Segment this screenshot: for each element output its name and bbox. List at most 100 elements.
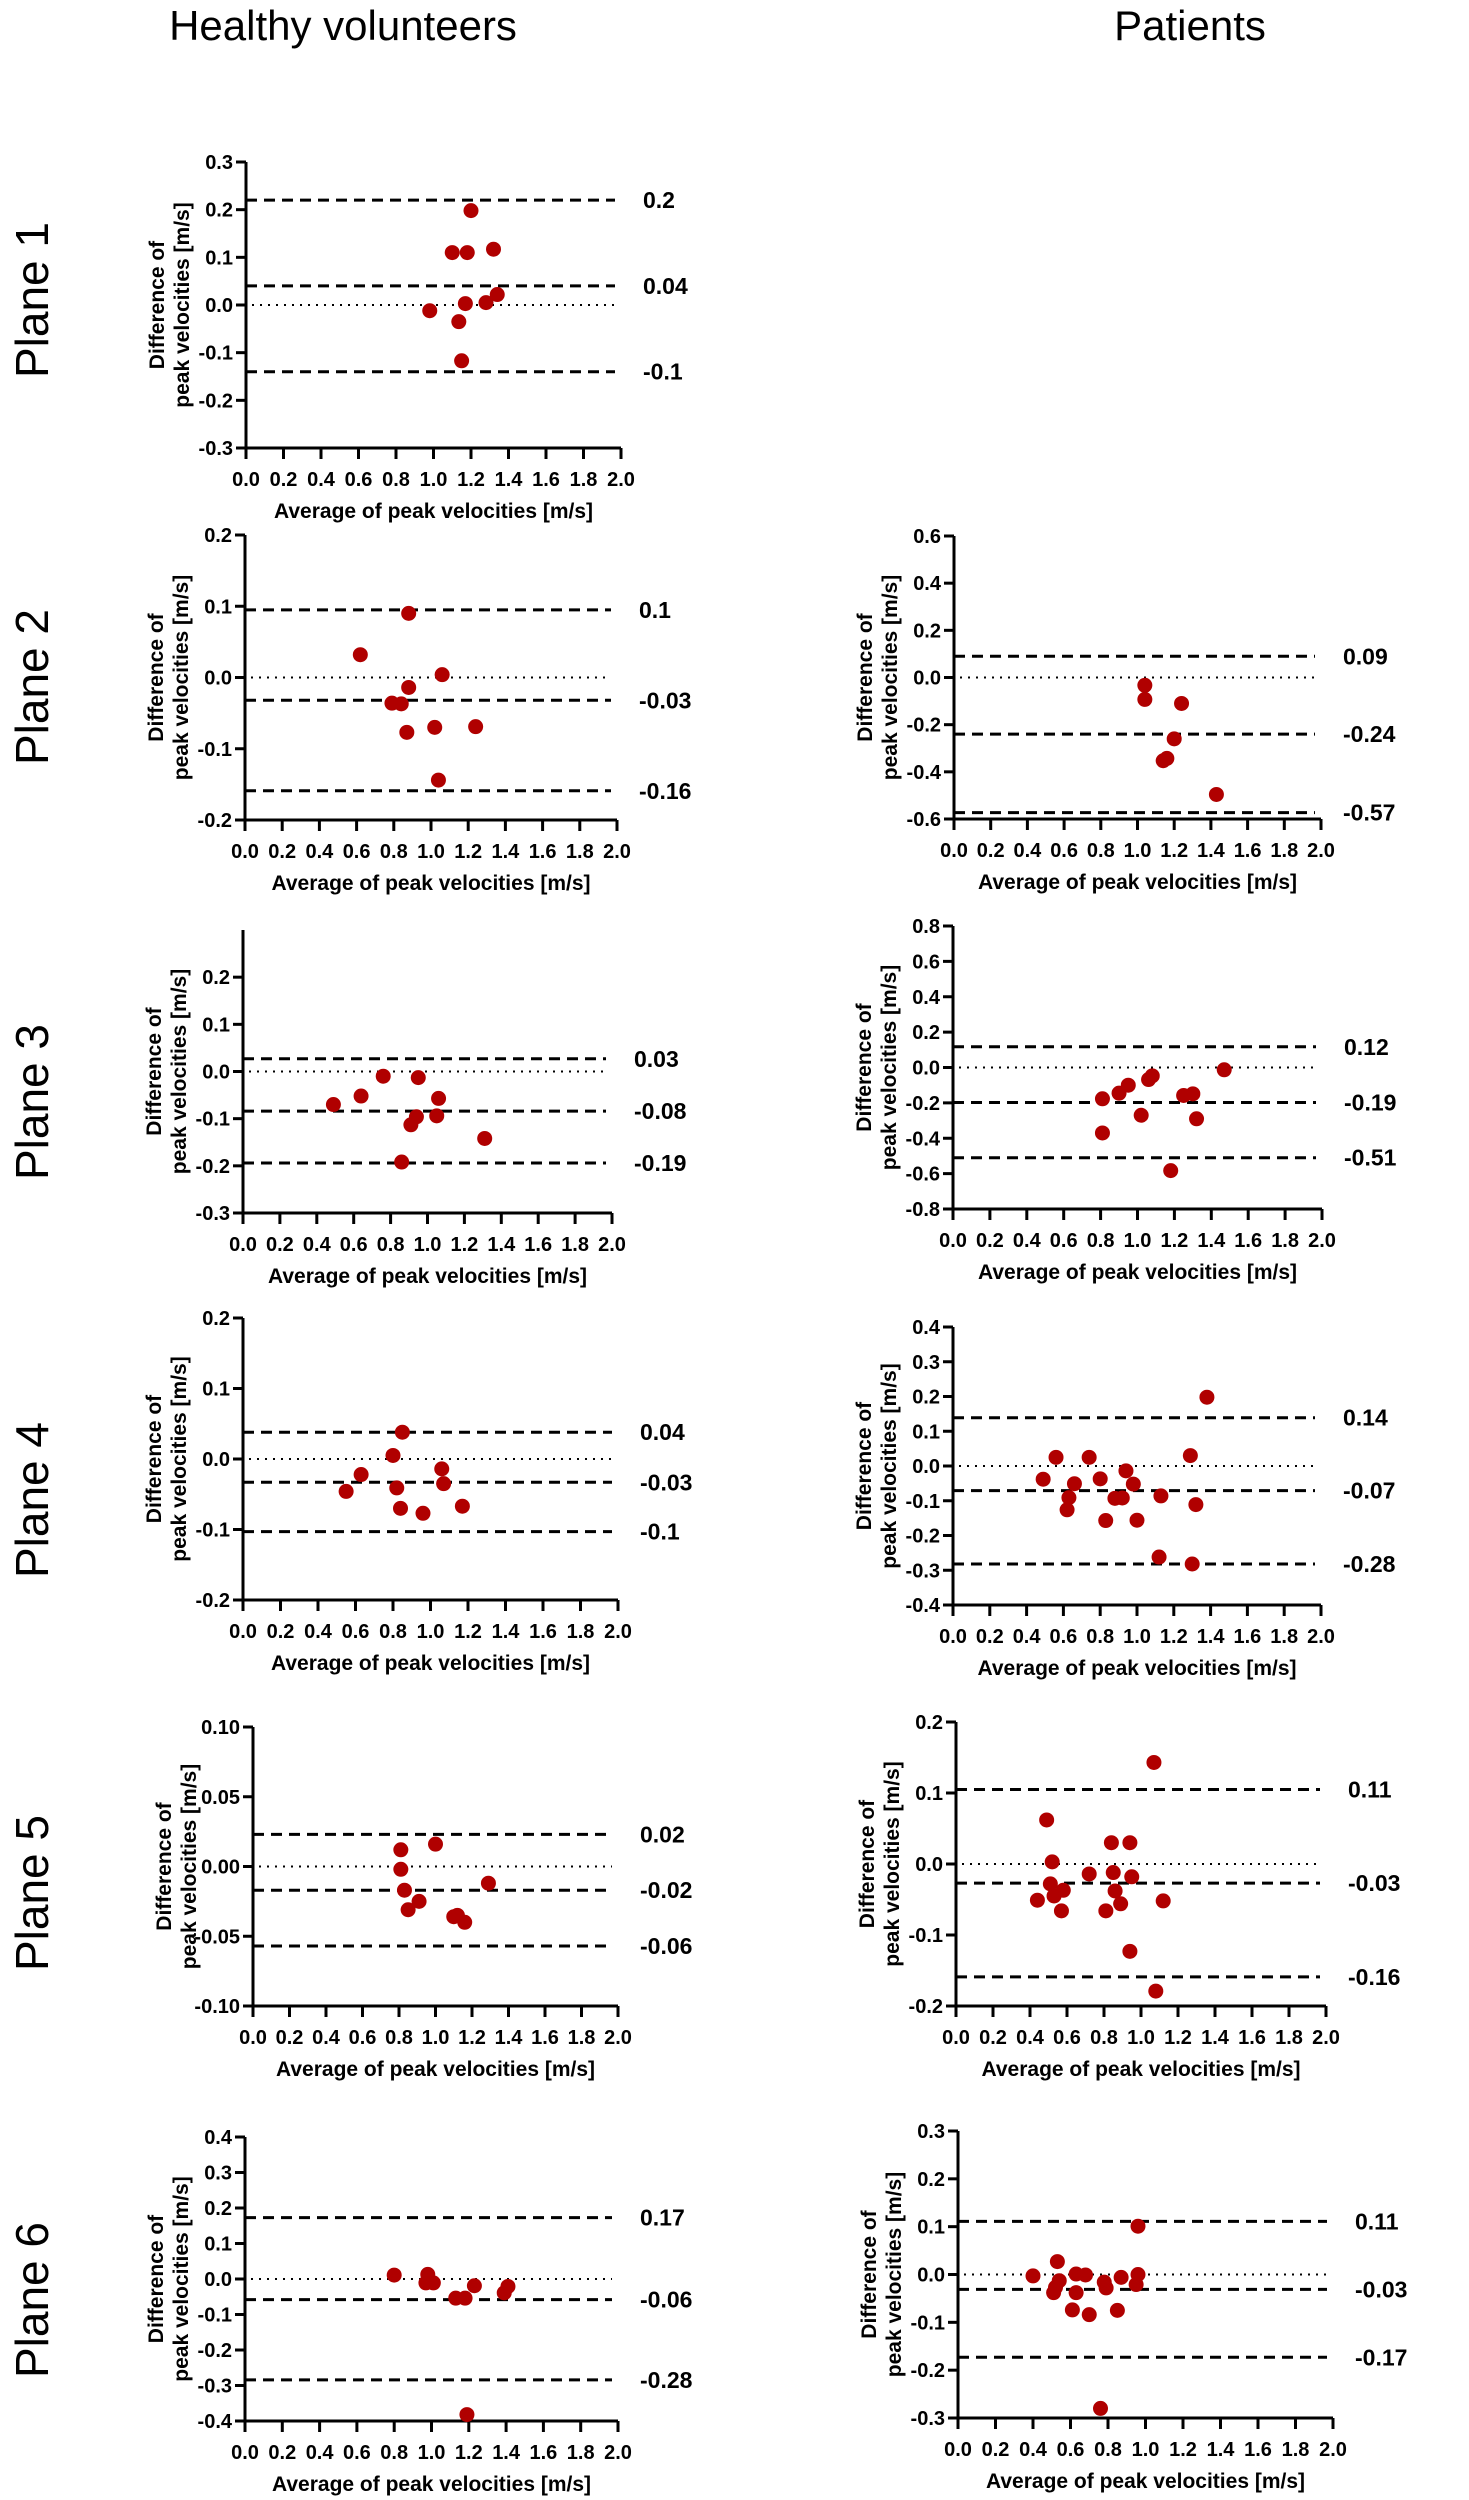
x-tick-label: 1.2 <box>454 1621 482 1643</box>
data-point <box>1125 1476 1141 1492</box>
x-tick-label: 0.4 <box>1013 1626 1042 1648</box>
plot-plane2-patients: -0.6 -0.4 -0.2 0.0 0.2 0.4 0.6 0.0 0.2 0.4 0.6 0.8 1… <box>854 526 1396 894</box>
y-tick-label: 0.2 <box>205 200 233 222</box>
data-point <box>1137 677 1153 693</box>
x-tick-label: 0.6 <box>1053 2027 1081 2049</box>
y-tick-label: 0.05 <box>201 1787 240 1809</box>
x-tick-label: 1.0 <box>420 469 448 491</box>
mean-line-label: -0.06 <box>640 2287 692 2313</box>
x-tick-label: 0.0 <box>939 1230 967 1252</box>
upper-line-label: 0.12 <box>1344 1034 1389 1060</box>
column-header-healthy: Healthy volunteers <box>169 2 517 49</box>
x-tick-label: 0.8 <box>1087 1230 1115 1252</box>
y-tick-label: 0.0 <box>915 1854 943 1876</box>
x-tick-label: 0.6 <box>1049 1626 1077 1648</box>
data-point <box>1155 1893 1171 1909</box>
data-point <box>410 1070 426 1086</box>
x-tick-label: 1.8 <box>567 2442 595 2464</box>
x-axis-title: Average of peak velocities [m/s] <box>978 1261 1297 1284</box>
data-point <box>386 2267 402 2283</box>
data-point <box>1094 1125 1110 1141</box>
x-axis-title: Average of peak velocities [m/s] <box>268 1265 587 1288</box>
x-tick-label: 1.6 <box>529 2442 557 2464</box>
data-point <box>1059 1502 1075 1518</box>
x-tick-label: 0.2 <box>977 840 1005 862</box>
y-tick-label: 0.00 <box>201 1857 240 1879</box>
x-axis-title: Average of peak velocities [m/s] <box>274 500 593 523</box>
data-point <box>1064 2302 1080 2318</box>
x-tick-label: 1.4 <box>1197 1626 1226 1648</box>
y-tick-label: -0.2 <box>199 390 233 412</box>
data-point <box>429 1108 445 1124</box>
data-point <box>393 1500 408 1516</box>
data-point <box>389 1480 405 1496</box>
mean-line-label: -0.03 <box>639 687 691 713</box>
y-axis-title-line2: peak velocities [m/s] <box>170 575 193 780</box>
data-point <box>427 719 443 735</box>
y-axis-title-line1: Difference of <box>854 612 877 741</box>
x-tick-label: 0.4 <box>1013 840 1042 862</box>
data-point <box>338 1483 354 1499</box>
x-tick-label: 0.8 <box>1094 2439 1122 2461</box>
data-point <box>1130 2218 1146 2234</box>
mean-line-label: -0.24 <box>1343 721 1396 747</box>
y-tick-label: -0.1 <box>199 343 233 365</box>
data-point <box>411 1893 427 1909</box>
data-point <box>375 1068 391 1084</box>
mean-line-label: -0.07 <box>1343 1478 1395 1504</box>
y-tick-label: -0.6 <box>907 809 941 831</box>
data-point <box>1053 1903 1069 1919</box>
x-tick-label: 1.4 <box>492 2442 521 2464</box>
data-point <box>1182 1448 1198 1464</box>
y-tick-label: 0.3 <box>205 152 233 174</box>
x-tick-label: 0.4 <box>1013 1230 1042 1252</box>
x-tick-label: 2.0 <box>1319 2439 1347 2461</box>
y-tick-label: -0.4 <box>907 762 942 784</box>
x-tick-label: 1.4 <box>495 469 524 491</box>
data-point <box>1189 1111 1205 1127</box>
plot-plane4-healthy: -0.2 -0.1 0.0 0.1 0.2 0.0 0.2 0.4 0.6 0.8 1.0 1.2 1.… <box>143 1308 692 1675</box>
plot-plane6-patients: -0.3 -0.2 -0.1 0.0 0.1 0.2 0.3 0.0 0.2 0.4 0.6 0.8 1… <box>858 2121 1407 2493</box>
y-tick-label: -0.4 <box>906 1595 941 1617</box>
x-tick-label: 0.0 <box>944 2439 972 2461</box>
data-point <box>1025 2268 1041 2284</box>
y-tick-label: -0.2 <box>906 1526 940 1548</box>
data-point <box>1061 1490 1077 1506</box>
data-point <box>399 724 415 740</box>
lower-line-label: -0.28 <box>1343 1551 1396 1577</box>
x-axis-title: Average of peak velocities [m/s] <box>271 872 590 895</box>
data-point <box>1098 2280 1114 2296</box>
data-point <box>1049 2254 1065 2270</box>
x-axis-title: Average of peak velocities [m/s] <box>977 1657 1296 1680</box>
x-tick-label: 0.8 <box>1086 1626 1114 1648</box>
x-tick-label: 0.0 <box>232 469 260 491</box>
data-point <box>1107 1883 1123 1899</box>
upper-line-label: 0.11 <box>1348 1776 1392 1802</box>
x-tick-label: 1.0 <box>1127 2027 1155 2049</box>
y-tick-label: -0.4 <box>198 2411 233 2433</box>
x-tick-label: 0.8 <box>382 469 410 491</box>
data-point <box>434 1461 450 1477</box>
x-tick-label: 1.0 <box>417 841 445 863</box>
x-tick-label: 0.2 <box>267 1621 295 1643</box>
x-tick-label: 0.2 <box>266 1234 294 1256</box>
y-tick-label: 0.2 <box>204 525 232 547</box>
column-header-patients: Patients <box>1114 2 1266 49</box>
lower-line-label: -0.1 <box>640 1519 680 1545</box>
y-tick-label: -0.2 <box>196 1156 230 1178</box>
y-tick-label: -0.2 <box>909 1996 943 2018</box>
y-axis-title-line1: Difference of <box>145 612 168 741</box>
y-axis-title-line1: Difference of <box>153 1801 176 1930</box>
y-axis-title-line1: Difference of <box>143 1006 166 1135</box>
data-point <box>1122 1835 1138 1851</box>
x-tick-label: 1.4 <box>492 1621 521 1643</box>
x-tick-label: 2.0 <box>1307 840 1335 862</box>
x-tick-label: 0.0 <box>231 2442 259 2464</box>
x-axis-title: Average of peak velocities [m/s] <box>986 2470 1305 2493</box>
y-axis-title-line2: peak velocities [m/s] <box>879 575 902 780</box>
y-tick-label: 0.2 <box>917 2169 945 2191</box>
x-tick-label: 0.2 <box>976 1626 1004 1648</box>
data-point <box>457 296 473 312</box>
data-point <box>1109 2302 1125 2318</box>
y-axis-title-line1: Difference of <box>143 1394 166 1523</box>
